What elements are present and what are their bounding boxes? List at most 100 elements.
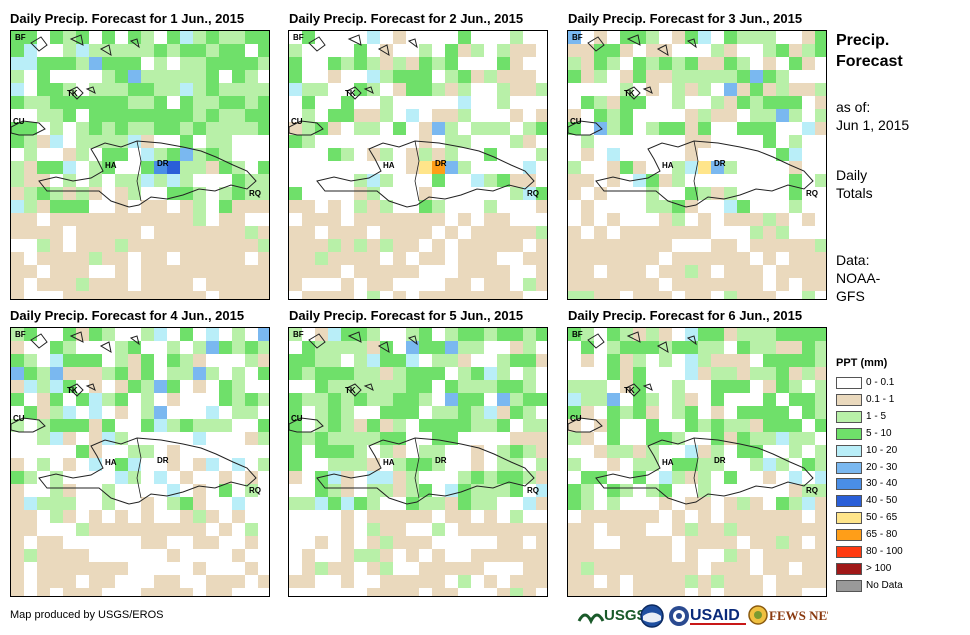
bf-label: BF	[572, 330, 583, 339]
cu-label: CU	[570, 117, 582, 126]
usgs-logo-text: USGS	[604, 607, 647, 624]
panel-3-title: Daily Precip. Forecast for 3 Jun., 2015	[568, 11, 803, 26]
panel-1-title: Daily Precip. Forecast for 1 Jun., 2015	[10, 11, 245, 26]
bf-label: BF	[572, 33, 583, 42]
data-line2: NOAA-	[836, 270, 881, 286]
data-source-block: Data: NOAA- GFS	[836, 251, 880, 305]
ha-label: HA	[383, 161, 395, 170]
hispaniola-outline	[316, 437, 535, 505]
noaa-logo-icon	[640, 604, 664, 628]
asof-block: as of: Jun 1, 2015	[836, 98, 909, 134]
totals-line1: Daily	[836, 167, 868, 183]
rq-label: RQ	[527, 189, 539, 198]
usgs-logo: USGS	[577, 603, 662, 627]
hispaniola-outline	[316, 140, 535, 208]
cu-label: CU	[291, 414, 303, 423]
legend-swatch	[836, 478, 862, 491]
fewsnet-logo-icon: FEWS NET	[748, 605, 836, 625]
legend-swatch	[836, 495, 862, 508]
panel-4-title: Daily Precip. Forecast for 4 Jun., 2015	[10, 308, 245, 323]
legend-swatch	[836, 512, 862, 525]
tk-label: TK	[624, 89, 635, 98]
usaid-logo: USAID	[690, 603, 748, 627]
cuba-outline	[289, 120, 324, 136]
bf-label: BF	[293, 33, 304, 42]
precip-raster	[11, 31, 269, 299]
legend-swatch	[836, 461, 862, 474]
legend-label: 80 - 100	[866, 546, 903, 557]
legend-swatch	[836, 579, 862, 592]
cuba-outline	[11, 120, 46, 136]
legend-swatch	[836, 529, 862, 542]
bf-label: BF	[15, 33, 26, 42]
legend-swatch	[836, 377, 862, 389]
legend-label: 40 - 50	[866, 495, 898, 507]
forecast-map-6: BF TK CU HA DR RQ	[567, 327, 827, 597]
hispaniola-outline	[595, 437, 814, 505]
legend-label: 65 - 80	[866, 529, 898, 541]
ha-label: HA	[105, 161, 117, 170]
legend-label: 20 - 30	[866, 461, 898, 473]
data-line3: GFS	[836, 288, 865, 304]
legend-label: 30 - 40	[866, 478, 898, 490]
tk-label: TK	[624, 386, 635, 395]
border-outline	[136, 140, 142, 202]
cu-label: CU	[291, 117, 303, 126]
border-outline	[414, 140, 420, 202]
forecast-map-5: BF TK CU HA DR RQ	[288, 327, 548, 597]
dr-label: DR	[714, 159, 726, 168]
precip-raster	[568, 328, 826, 596]
totals-block: Daily Totals	[836, 166, 873, 202]
legend-swatch	[836, 410, 862, 423]
hispaniola-outline	[595, 140, 814, 208]
ha-label: HA	[383, 458, 395, 467]
bahamas-outline	[587, 331, 697, 354]
legend-swatch	[836, 427, 862, 440]
forecast-map-4: BF TK CU HA DR RQ	[10, 327, 270, 597]
panel-6-title: Daily Precip. Forecast for 6 Jun., 2015	[568, 308, 803, 323]
fewsnet-logo-text: FEWS NET	[769, 608, 828, 623]
legend-swatch	[836, 393, 862, 406]
legend-swatch	[836, 444, 862, 457]
cu-label: CU	[13, 414, 25, 423]
legend-swatch	[836, 562, 862, 575]
bahamas-outline	[308, 34, 418, 57]
forecast-title: Precip. Forecast	[836, 30, 903, 72]
precip-raster	[289, 31, 547, 299]
forecast-title-line1: Precip.	[836, 32, 890, 49]
forecast-title-line2: Forecast	[836, 53, 903, 70]
cuba-outline	[289, 417, 324, 433]
turks-caicos-outline	[68, 86, 96, 100]
asof-label: as of:	[836, 99, 871, 115]
bahamas-outline	[30, 34, 140, 57]
bahamas-outline	[30, 331, 140, 354]
legend-swatch	[836, 546, 862, 558]
forecast-map-2: BF TK CU HA DR RQ	[288, 30, 548, 300]
rq-label: RQ	[806, 189, 818, 198]
forecast-map-1: BF TK CU HA DR RQ	[10, 30, 270, 300]
legend-title: PPT (mm)	[836, 357, 888, 369]
turks-caicos-outline	[625, 383, 653, 397]
cu-label: CU	[570, 414, 582, 423]
dr-label: DR	[157, 456, 169, 465]
usaid-logo-icon: USAID	[690, 607, 746, 625]
hispaniola-outline	[38, 437, 257, 505]
seal-icon	[669, 606, 689, 626]
cu-label: CU	[13, 117, 25, 126]
panel-5-title: Daily Precip. Forecast for 5 Jun., 2015	[289, 308, 524, 323]
tk-label: TK	[345, 89, 356, 98]
legend-label: 10 - 20	[866, 444, 898, 456]
precip-raster	[568, 31, 826, 299]
hispaniola-outline	[38, 140, 257, 208]
legend-label: 0.1 - 1	[866, 393, 895, 405]
rq-label: RQ	[527, 486, 539, 495]
legend-label: > 100	[866, 562, 892, 574]
usgs-logo-icon: USGS	[577, 607, 647, 625]
cuba-outline	[568, 417, 603, 433]
dr-label: DR	[435, 456, 447, 465]
dhs-logo	[668, 603, 690, 627]
border-outline	[693, 437, 699, 499]
legend-label: 5 - 10	[866, 427, 892, 439]
legend-label: 0 - 0.1	[866, 377, 895, 388]
turks-caicos-outline	[346, 86, 374, 100]
